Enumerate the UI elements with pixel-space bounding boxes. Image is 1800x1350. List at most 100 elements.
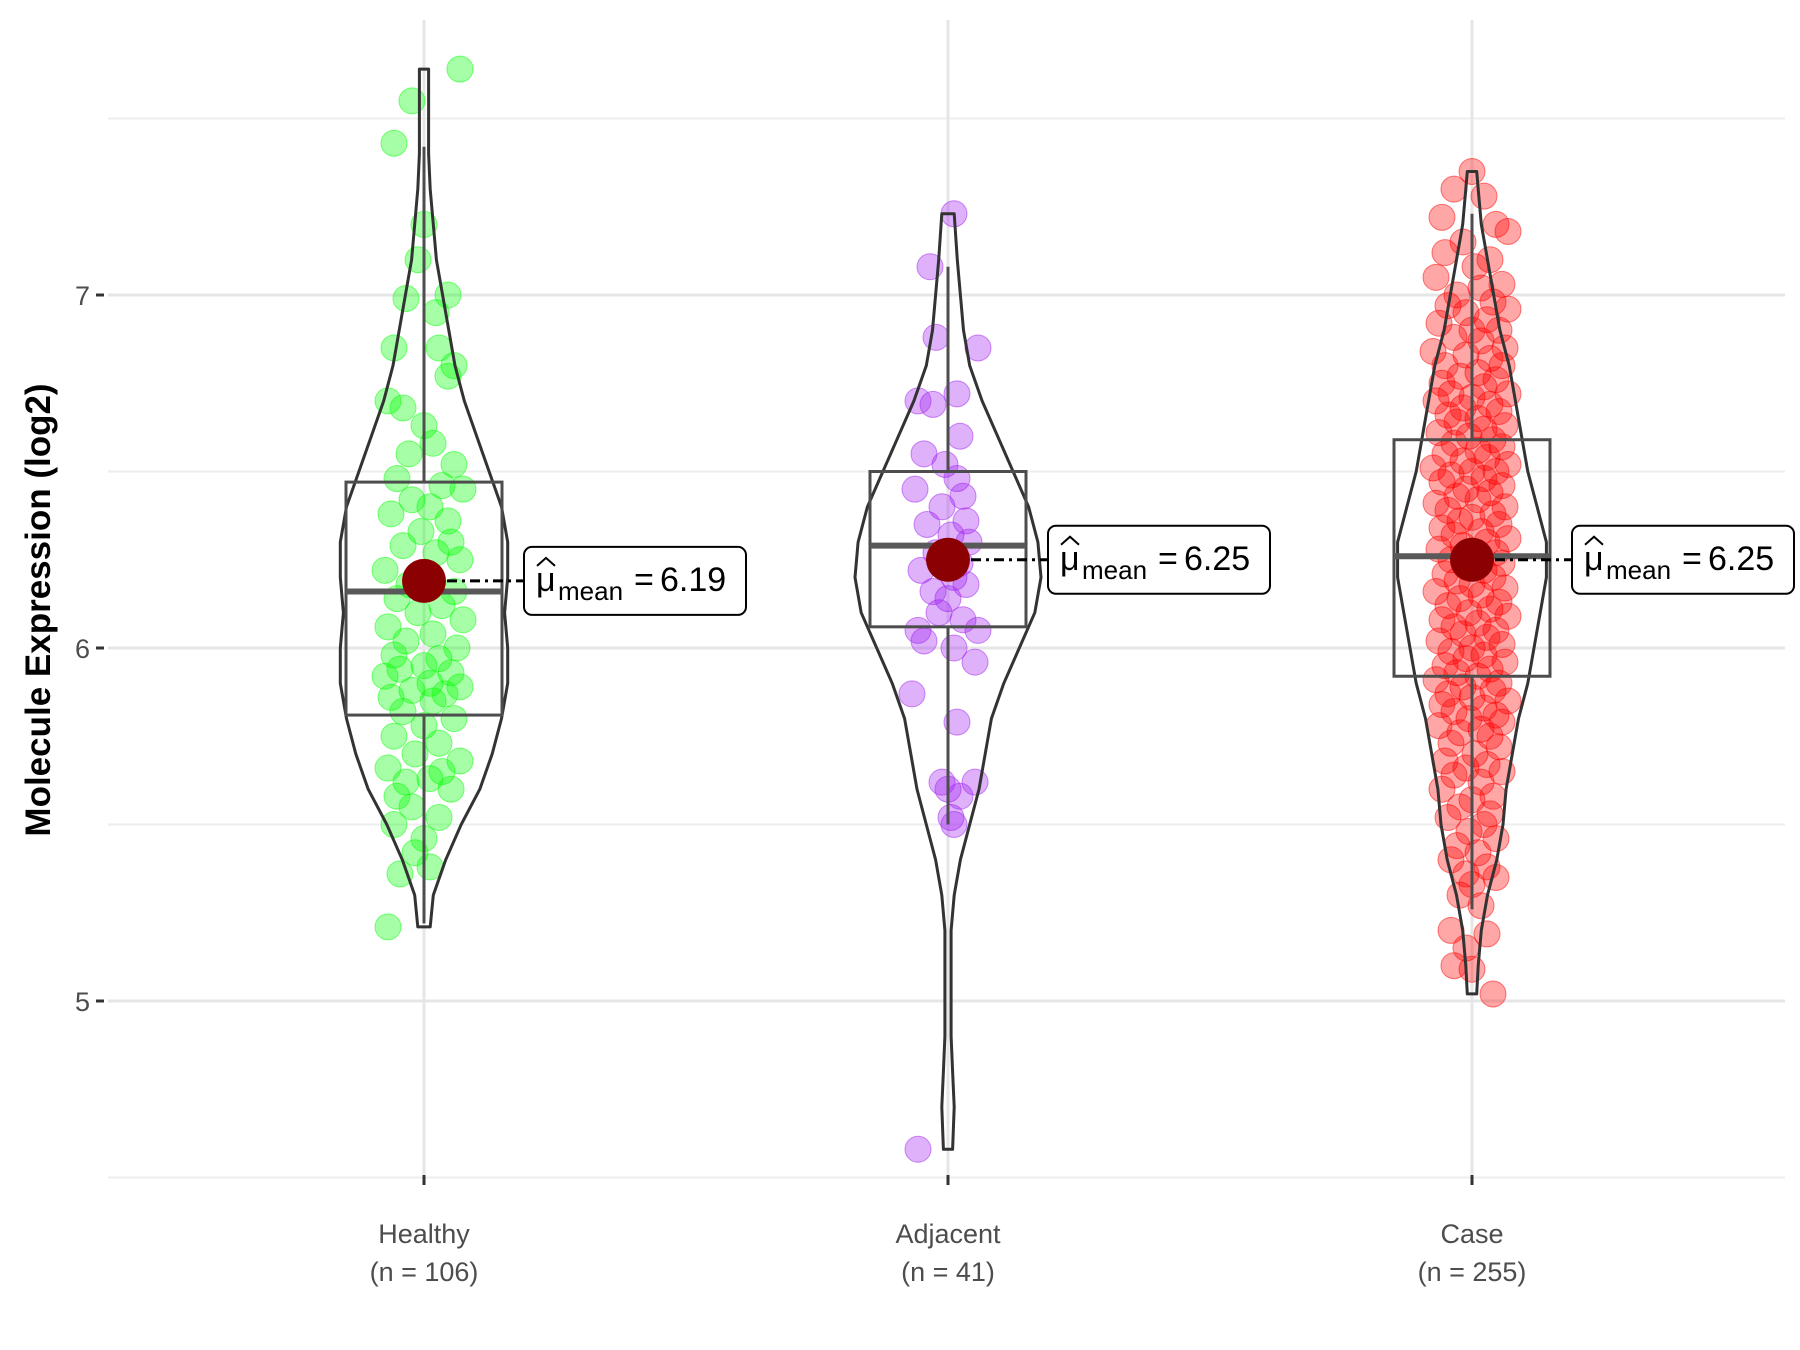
violin-groups: μ mean = 6.19μ mean = 6.25 μ mean = 6.25 [338,55,1795,1163]
violin-outline [853,212,1043,1151]
data-point [1440,698,1468,726]
mean-value: 6.25 [1708,540,1774,578]
data-point [446,747,474,775]
data-point [1473,443,1501,471]
data-point [371,556,399,584]
y-tick-label: 6 [75,634,90,664]
data-point [898,680,926,708]
data-point [416,493,444,521]
data-point [1455,705,1483,733]
data-point [1461,740,1489,768]
data-point [919,578,947,606]
data-point [964,334,992,362]
data-point [904,1135,932,1163]
data-point [1458,503,1486,531]
data-point [1494,602,1522,630]
mean-subscript: mean [1082,555,1147,585]
data-point [901,475,929,503]
data-point [1449,394,1477,422]
data-point [910,627,938,655]
data-point [1488,630,1516,658]
data-point [1479,980,1507,1008]
data-point [1473,750,1501,778]
data-point [374,913,402,941]
data-point [377,683,405,711]
data-point [374,613,402,641]
data-point [1470,182,1498,210]
data-point [1464,486,1492,514]
data-point [1494,217,1522,245]
mean-subscript: mean [1606,555,1671,585]
data-point [428,472,456,500]
data-point [446,546,474,574]
mean-subscript: mean [558,576,623,606]
data-point [1431,352,1459,380]
data-point [1476,722,1504,750]
data-point [1485,397,1513,425]
data-point [398,486,426,514]
data-point [1452,475,1480,503]
hat-icon [1060,535,1080,546]
data-point [940,811,968,838]
iqr-box [868,470,1028,629]
data-point [389,698,417,726]
data-point [380,811,408,838]
mean-label: μ mean = 6.19 [523,545,747,616]
data-point [380,129,408,157]
mean-label-box [1571,524,1795,595]
data-point [1440,175,1468,203]
data-point [392,627,420,655]
data-point [1467,768,1495,796]
data-point [1419,454,1447,482]
data-point [952,507,980,535]
data-point [1482,616,1510,644]
data-point [1431,239,1459,267]
data-point [437,528,465,556]
data-point [1485,588,1513,616]
data-point [419,429,447,457]
data-point [1488,708,1516,736]
data-point [398,87,426,115]
x-tick-count-label: (n = 106) [370,1257,479,1287]
data-point [943,380,971,408]
data-point [1443,408,1471,436]
data-point [425,645,453,673]
data-point [1473,306,1501,334]
data-point [401,740,429,768]
data-point [964,616,992,644]
data-point [383,465,411,493]
x-tick-label: Healthy [378,1219,470,1249]
data-point [380,722,408,750]
data-point [922,323,950,351]
mean-equals: = [634,561,654,599]
data-point [1449,673,1477,701]
violin-outline [1396,170,1548,996]
data-point [395,440,423,468]
mean-label: μ mean = 6.25 [1047,524,1271,595]
data-point [383,782,411,810]
data-point [407,518,435,546]
data-point [389,532,417,560]
data-point [425,803,453,831]
y-tick-label: 5 [75,987,90,1017]
data-point [440,705,468,733]
data-point [1428,369,1456,397]
data-point [419,620,447,648]
data-point [446,673,474,701]
mean-point [402,558,446,603]
data-point [1443,482,1471,510]
hat-icon [536,556,556,567]
data-point [937,803,965,831]
data-point [943,708,971,736]
mean-symbol: μ [1060,540,1080,578]
data-point [1455,818,1483,846]
data-point [1476,595,1504,623]
data-point [1464,436,1492,464]
y-tick-label: 7 [75,281,90,311]
x-axis: Healthy (n = 106) Adjacent (n = 41) Case (n =… [370,1175,1526,1287]
data-point [380,641,408,669]
x-tick-count-label: (n = 41) [901,1257,995,1287]
data-point [440,450,468,478]
data-point [925,599,953,627]
